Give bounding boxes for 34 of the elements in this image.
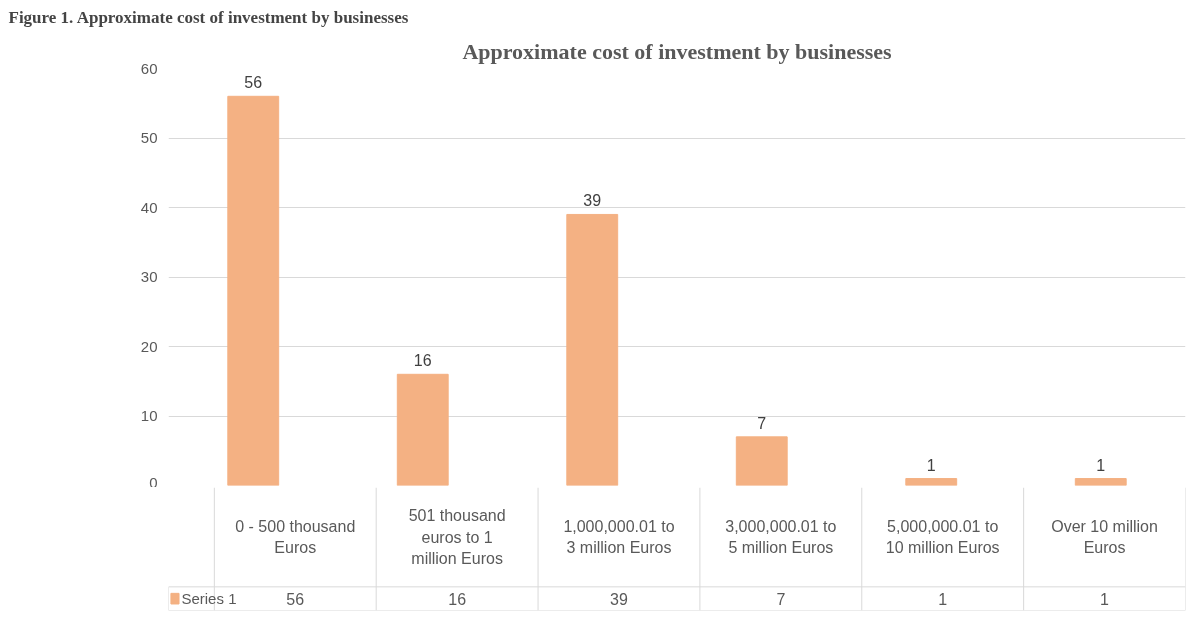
data-label: 1: [938, 590, 948, 608]
y-tick-label: 40: [140, 198, 158, 216]
text: 1: [1096, 456, 1106, 474]
bar: [566, 213, 619, 486]
text: 39: [583, 192, 602, 210]
data-label: 7: [776, 590, 786, 608]
y-tick-label: 20: [140, 337, 158, 355]
x-tick-label: 3,000,000.01 to 5 million Euros: [725, 518, 837, 557]
y-tick-label: 10: [140, 407, 158, 424]
data-label: 16: [448, 590, 467, 608]
text: 56: [244, 74, 263, 92]
text: 7: [757, 414, 767, 432]
x-tick-label: 1,000,000.01 to 3 million Euros: [563, 518, 675, 557]
y-tick-label: 60: [140, 59, 158, 77]
text: 1: [926, 456, 936, 474]
bar: [227, 95, 280, 486]
data-label: 1: [1100, 590, 1110, 608]
chart-title: Approximate cost of investment by businesses: [462, 38, 893, 64]
caption: Figure 1. Approximate cost of investment by businesses: [8, 7, 409, 27]
x-tick-label: 0 - 500 thousand Euros: [235, 518, 356, 557]
x-tick-label: 501 thousand euros to 1 million Euros: [408, 507, 506, 567]
x-tick-label: Over 10 million Euros: [1051, 518, 1158, 557]
bar: [1074, 478, 1127, 486]
bar: [905, 478, 958, 486]
y-tick-label: 0: [149, 473, 158, 491]
bar: [396, 373, 449, 486]
text: 16: [413, 352, 432, 370]
data-label: 56: [286, 590, 305, 608]
x-tick-label: 5,000,000.01 to 10 million Euros: [885, 518, 1000, 557]
bar: [735, 436, 788, 486]
data-label: 39: [610, 590, 628, 608]
y-tick-label: 30: [140, 268, 158, 285]
legend-label: Series 1: [181, 590, 237, 608]
y-tick-label: 50: [140, 129, 158, 146]
